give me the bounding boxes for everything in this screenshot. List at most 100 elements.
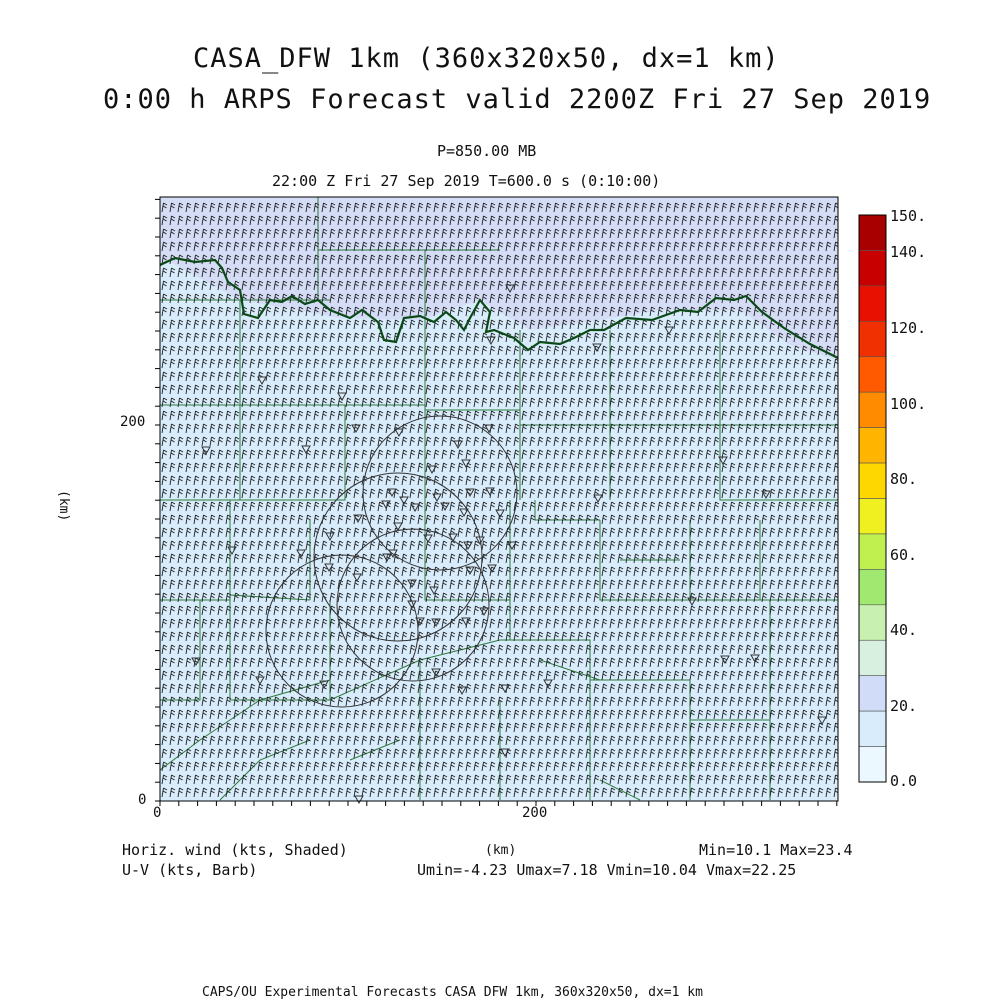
wind-barb [257, 228, 264, 239]
wind-barb [209, 202, 216, 213]
wind-barb [161, 228, 168, 239]
wind-barb [177, 683, 184, 694]
wind-barb [217, 371, 224, 382]
wind-barb [201, 215, 208, 226]
wind-barb [193, 670, 200, 681]
wind-barb [361, 293, 368, 304]
wind-barb [241, 787, 248, 798]
wind-barb [297, 319, 304, 330]
wind-barb [297, 631, 304, 642]
wind-barb [281, 202, 288, 213]
wind-barb [321, 202, 328, 213]
county-line [349, 739, 401, 761]
wind-barb [257, 436, 264, 447]
wind-barb [265, 358, 272, 369]
wind-barb [313, 267, 320, 278]
wind-barb [217, 553, 224, 564]
wind-barb [217, 579, 224, 590]
wind-barb [249, 540, 256, 551]
wind-barb [217, 306, 224, 317]
wind-barb [337, 267, 344, 278]
wind-barb [177, 696, 184, 707]
wind-barb [209, 527, 216, 538]
wind-barb [241, 319, 248, 330]
wind-barb [281, 319, 288, 330]
wind-barb [265, 488, 272, 499]
wind-barb [193, 319, 200, 330]
wind-barb [273, 332, 280, 343]
colorbar-label: 150. [890, 207, 927, 225]
wind-barb [329, 683, 336, 694]
wind-barb [233, 241, 240, 252]
wind-barb [345, 397, 352, 408]
wind-barb [345, 358, 352, 369]
wind-barb [393, 241, 400, 252]
wind-barb [361, 449, 368, 460]
wind-barb [281, 449, 288, 460]
wind-barb [249, 683, 256, 694]
wind-barb [265, 553, 272, 564]
wind-barb [233, 358, 240, 369]
wind-barb [289, 618, 296, 629]
wind-barb [305, 202, 312, 213]
wind-barb [305, 722, 312, 733]
wind-barb [353, 735, 360, 746]
wind-barb [249, 202, 256, 213]
wind-barb [329, 566, 336, 577]
wind-barb [201, 423, 208, 434]
wind-barb [273, 358, 280, 369]
wind-barb [161, 605, 168, 616]
wind-barb [201, 644, 208, 655]
wind-barb [233, 761, 240, 772]
wind-barb [177, 670, 184, 681]
wind-barb [361, 618, 368, 629]
wind-barb [361, 397, 368, 408]
wind-barb [193, 631, 200, 642]
wind-barb [305, 319, 312, 330]
wind-barb [305, 488, 312, 499]
wind-barb [313, 241, 320, 252]
wind-barb [385, 761, 392, 772]
wind-barb [321, 397, 328, 408]
wind-barb [321, 644, 328, 655]
wind-barb [257, 774, 264, 785]
wind-barb [313, 488, 320, 499]
wind-barb [249, 657, 256, 668]
wind-barb [289, 696, 296, 707]
wind-barb [193, 553, 200, 564]
wind-barb [225, 332, 232, 343]
wind-barb [353, 774, 360, 785]
wind-barb [345, 371, 352, 382]
wind-barb [169, 709, 176, 720]
wind-barb [201, 683, 208, 694]
wind-barb [297, 241, 304, 252]
wind-barb [273, 241, 280, 252]
wind-barb [361, 579, 368, 590]
wind-barb [329, 215, 336, 226]
wind-barb [225, 761, 232, 772]
wind-barb [321, 605, 328, 616]
wind-barb [225, 553, 232, 564]
wind-barb [345, 280, 352, 291]
wind-barb [321, 449, 328, 460]
wind-barb [393, 345, 400, 356]
wind-barb [209, 488, 216, 499]
wind-barb [185, 332, 192, 343]
wind-barb [257, 475, 264, 486]
wind-barb [225, 475, 232, 486]
wind-barb [161, 722, 168, 733]
wind-barb [233, 787, 240, 798]
wind-barb [169, 345, 176, 356]
wind-barb [401, 449, 408, 460]
wind-barb [233, 527, 240, 538]
wind-barb [177, 566, 184, 577]
wind-barb [385, 657, 392, 668]
wind-barb [225, 592, 232, 603]
wind-barb [289, 761, 296, 772]
wind-barb [345, 319, 352, 330]
wind-barb [289, 748, 296, 759]
wind-barb [241, 410, 248, 421]
wind-barb [177, 657, 184, 668]
wind-barb [225, 397, 232, 408]
wind-barb [337, 774, 344, 785]
